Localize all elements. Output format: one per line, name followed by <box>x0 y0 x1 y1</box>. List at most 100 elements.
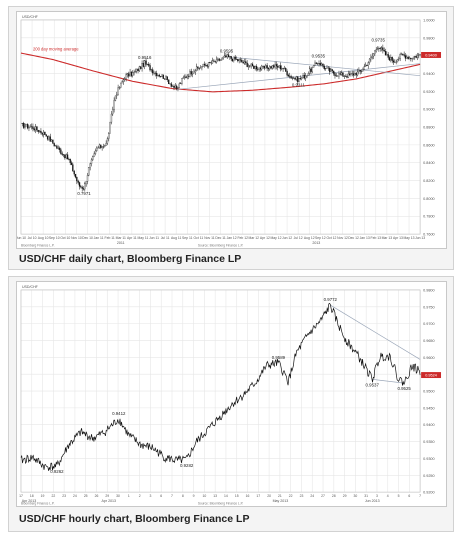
moving-average-line <box>20 52 421 93</box>
y-tick-label: 0.9800 <box>423 288 435 292</box>
price-candle <box>412 56 415 59</box>
x-tick-label: 4 <box>387 494 389 498</box>
price-candle <box>45 134 47 137</box>
price-candle <box>65 154 67 159</box>
x-tick-label: Feb 13 <box>371 236 382 240</box>
price-candle <box>251 63 254 67</box>
price-candle <box>149 65 151 71</box>
x-tick-label: Jul 12 <box>294 236 303 240</box>
price-candle <box>371 55 373 58</box>
price-candle <box>336 75 339 77</box>
daily-chart-panel: 1.00000.98000.96000.94000.92000.90000.88… <box>8 6 454 270</box>
price-candle <box>38 130 41 132</box>
price-candle <box>372 53 375 57</box>
price-candle <box>145 60 147 65</box>
price-candle <box>77 180 79 183</box>
x-tick-label: Apr 11 <box>127 236 137 240</box>
x-tick-label: Mar 13 <box>382 236 393 240</box>
price-candle <box>298 78 300 82</box>
price-candle <box>258 67 260 70</box>
price-candle <box>162 74 164 79</box>
price-candle <box>233 56 235 61</box>
price-candle <box>156 72 158 76</box>
price-candle <box>383 50 385 52</box>
moving-average-label: 200 day moving average <box>33 47 79 52</box>
price-candle <box>130 71 133 76</box>
price-candle <box>227 54 230 58</box>
y-tick-label: 0.9400 <box>423 423 435 427</box>
price-candle <box>66 154 69 160</box>
price-candle <box>253 65 255 69</box>
price-candle <box>215 58 218 63</box>
x-tick-label: Aug 10 <box>38 236 49 240</box>
price-candle <box>314 62 316 66</box>
price-candle <box>238 59 240 62</box>
price-candle <box>370 57 372 60</box>
daily-chart: 1.00000.98000.96000.94000.92000.90000.88… <box>16 11 447 249</box>
x-tick-label: 22 <box>51 494 55 498</box>
price-candle <box>299 78 302 80</box>
price-candle <box>183 76 186 78</box>
y-tick-label: 0.9200 <box>423 491 435 495</box>
price-candle <box>334 73 336 76</box>
price-candle <box>367 62 369 66</box>
x-tick-label: 10 <box>202 494 206 498</box>
price-candle <box>98 144 101 148</box>
price-candle <box>108 133 110 139</box>
price-candle <box>134 71 137 73</box>
price-candle <box>388 57 391 61</box>
price-candle <box>126 73 129 75</box>
x-tick-label: 30 <box>116 494 120 498</box>
price-candle <box>105 143 107 146</box>
price-candle <box>274 64 276 68</box>
price-candle <box>219 59 222 61</box>
price-candle <box>168 79 170 85</box>
x-tick-label: May 11 <box>138 236 149 240</box>
year-label: Jun 2013 <box>365 499 380 503</box>
price-candle <box>250 63 252 67</box>
price-annotation: 0.9412 <box>112 411 126 416</box>
x-tick-label: Jun 12 <box>282 236 292 240</box>
price-candle <box>352 73 355 76</box>
price-candle <box>74 173 77 178</box>
price-candle <box>94 150 97 154</box>
price-candle <box>186 75 188 78</box>
price-candle <box>322 63 324 67</box>
x-tick-label: 7 <box>171 494 173 498</box>
price-candle <box>418 54 420 56</box>
price-candle <box>164 78 166 80</box>
price-candle <box>25 123 27 127</box>
x-tick-label: Aug 11 <box>171 236 182 240</box>
x-tick-label: 27 <box>321 494 325 498</box>
price-candle <box>166 76 168 80</box>
price-candle <box>191 73 194 75</box>
x-tick-label: 9 <box>193 494 195 498</box>
price-candle <box>330 69 332 72</box>
trendline <box>330 304 421 360</box>
x-tick-label: 23 <box>300 494 304 498</box>
price-candle <box>374 50 376 54</box>
price-candle <box>46 136 49 140</box>
year-label: Apr 2013 <box>102 499 117 503</box>
y-tick-label: 0.9200 <box>423 90 435 94</box>
x-tick-label: 2 <box>139 494 141 498</box>
price-candle <box>386 54 388 56</box>
price-candle <box>378 48 380 49</box>
year-label: May 2013 <box>273 499 289 503</box>
price-candle <box>174 85 176 88</box>
price-candle <box>295 76 298 80</box>
price-candle <box>203 63 206 66</box>
price-candle <box>73 171 75 175</box>
y-tick-label: 0.9650 <box>423 339 435 343</box>
price-candle <box>36 126 38 131</box>
price-candle <box>261 65 263 70</box>
price-annotation: 0.9595 <box>220 49 234 54</box>
price-candle <box>309 68 311 74</box>
footer-source-mid: Source: Bloomberg Finance L.P. <box>198 244 243 248</box>
price-candle <box>202 63 204 67</box>
price-candle <box>407 56 409 60</box>
price-candle <box>281 68 283 70</box>
price-candle <box>125 74 127 79</box>
price-candle <box>376 48 379 50</box>
price-candle <box>358 69 360 72</box>
